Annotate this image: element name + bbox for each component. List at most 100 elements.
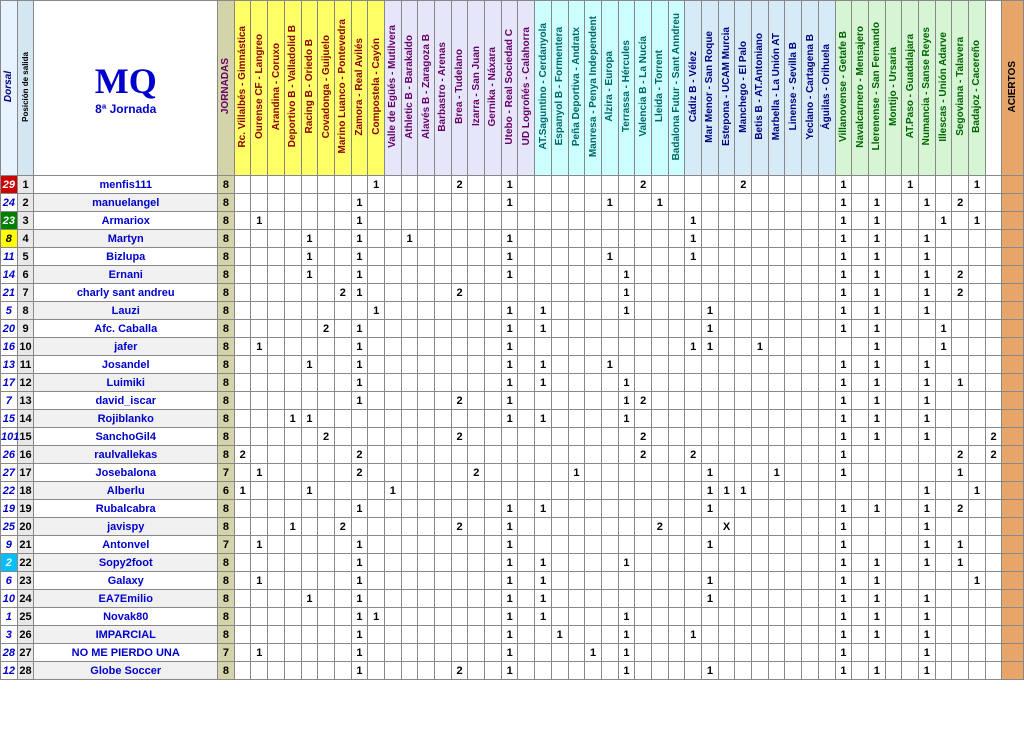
table-row: 1024EA7Emilio811111111: [1, 590, 1024, 608]
prediction-cell: [551, 338, 568, 356]
prediction-cell: [485, 428, 502, 446]
prediction-cell: 1: [501, 608, 518, 626]
prediction-cell: [451, 194, 468, 212]
jornadas-cell: 8: [218, 302, 235, 320]
prediction-cell: 1: [618, 266, 635, 284]
prediction-cell: [568, 374, 585, 392]
prediction-cell: [551, 662, 568, 680]
prediction-cell: [485, 392, 502, 410]
prediction-cell: 1: [702, 590, 719, 608]
prediction-cell: 1: [835, 410, 852, 428]
prediction-cell: [935, 302, 952, 320]
prediction-cell: 1: [868, 626, 885, 644]
prediction-cell: 1: [501, 410, 518, 428]
prediction-cell: [868, 536, 885, 554]
prediction-cell: 1: [368, 176, 385, 194]
prediction-cell: 1: [301, 230, 318, 248]
pos-cell: 26: [17, 626, 34, 644]
prediction-cell: [601, 338, 618, 356]
prediction-cell: [418, 320, 435, 338]
prediction-cell: [435, 464, 452, 482]
prediction-cell: [651, 554, 668, 572]
prediction-cell: [251, 626, 268, 644]
prediction-cell: [885, 482, 902, 500]
player-name: Novak80: [34, 608, 218, 626]
prediction-cell: [234, 284, 251, 302]
prediction-cell: [318, 536, 335, 554]
match-header: Llerenense - San Fernando: [868, 1, 885, 176]
prediction-cell: [852, 230, 869, 248]
prediction-cell: [752, 590, 769, 608]
prediction-cell: 1: [351, 230, 368, 248]
prediction-cell: [768, 446, 785, 464]
match-header: Illescas - Unión Adarve: [935, 1, 952, 176]
table-row: 233Armariox81111111: [1, 212, 1024, 230]
prediction-cell: 1: [501, 518, 518, 536]
prediction-cell: [234, 410, 251, 428]
player-name: Luimiki: [34, 374, 218, 392]
prediction-cell: [284, 446, 301, 464]
table-row: 146Ernani811111112: [1, 266, 1024, 284]
table-row: 326IMPARCIAL811111111: [1, 626, 1024, 644]
prediction-cell: 1: [351, 626, 368, 644]
prediction-cell: [752, 266, 769, 284]
prediction-cell: [735, 608, 752, 626]
prediction-cell: [551, 410, 568, 428]
title-cell: MQ8ª Jornada: [34, 1, 218, 176]
match-header: Marino Luanco - Pontevedra: [334, 1, 351, 176]
prediction-cell: 2: [451, 662, 468, 680]
prediction-cell: 1: [284, 518, 301, 536]
prediction-cell: [718, 662, 735, 680]
prediction-cell: [902, 392, 919, 410]
prediction-cell: [468, 410, 485, 428]
prediction-cell: [384, 536, 401, 554]
prediction-cell: 1: [501, 536, 518, 554]
prediction-cell: [969, 374, 986, 392]
prediction-cell: [785, 248, 802, 266]
prediction-cell: [301, 518, 318, 536]
prediction-cell: [535, 536, 552, 554]
prediction-cell: [418, 572, 435, 590]
prediction-cell: [451, 464, 468, 482]
prediction-cell: [535, 392, 552, 410]
prediction-cell: [852, 626, 869, 644]
prediction-cell: 2: [468, 464, 485, 482]
prediction-cell: 1: [868, 572, 885, 590]
prediction-cell: [651, 500, 668, 518]
prediction-cell: [518, 554, 535, 572]
prediction-cell: [818, 500, 835, 518]
prediction-cell: [802, 536, 819, 554]
prediction-cell: [969, 554, 986, 572]
prediction-cell: [401, 518, 418, 536]
match-header: Rc. Villalbés - Gimnástica: [234, 1, 251, 176]
prediction-cell: [551, 248, 568, 266]
prediction-cell: 1: [501, 302, 518, 320]
prediction-cell: [401, 392, 418, 410]
prediction-cell: [618, 320, 635, 338]
prediction-cell: [518, 500, 535, 518]
prediction-cell: 1: [618, 374, 635, 392]
match-header: Yeclano - Cartagena B: [802, 1, 819, 176]
prediction-cell: [435, 194, 452, 212]
prediction-cell: [952, 644, 969, 662]
prediction-cell: 1: [835, 626, 852, 644]
prediction-cell: [418, 446, 435, 464]
prediction-cell: [384, 284, 401, 302]
prediction-cell: 1: [918, 608, 935, 626]
match-header: [985, 1, 1002, 176]
prediction-cell: 1: [835, 536, 852, 554]
prediction-cell: [334, 446, 351, 464]
table-row: 2827NO ME PIERDO UNA71111111: [1, 644, 1024, 662]
jornadas-cell: 8: [218, 410, 235, 428]
prediction-cell: [685, 392, 702, 410]
match-header: Badalona Futur - Sant Anndreu: [668, 1, 685, 176]
prediction-cell: [768, 572, 785, 590]
prediction-cell: [702, 644, 719, 662]
prediction-cell: 2: [952, 446, 969, 464]
prediction-cell: [618, 356, 635, 374]
prediction-cell: [318, 374, 335, 392]
player-name: Ernani: [34, 266, 218, 284]
prediction-cell: [234, 176, 251, 194]
prediction-cell: [485, 194, 502, 212]
match-header: Racing B - Oriedo B: [301, 1, 318, 176]
